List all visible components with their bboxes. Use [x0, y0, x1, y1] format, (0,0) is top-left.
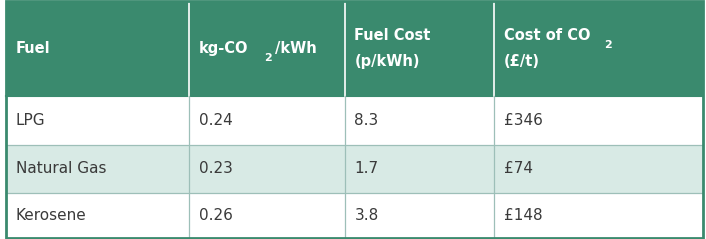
- Text: 2: 2: [604, 40, 612, 50]
- Text: Natural Gas: Natural Gas: [16, 162, 106, 176]
- Text: Fuel Cost: Fuel Cost: [354, 28, 431, 43]
- Text: 1.7: 1.7: [354, 162, 378, 176]
- Text: 0.26: 0.26: [199, 208, 233, 223]
- Bar: [6, 145, 703, 193]
- Text: 3.8: 3.8: [354, 208, 378, 223]
- Text: £346: £346: [504, 113, 543, 128]
- Text: 8.3: 8.3: [354, 113, 378, 128]
- Text: 0.24: 0.24: [199, 113, 233, 128]
- Bar: [6, 96, 703, 145]
- Text: (p/kWh): (p/kWh): [354, 54, 420, 69]
- Text: (£/t): (£/t): [504, 54, 540, 69]
- Text: Fuel: Fuel: [16, 41, 50, 56]
- Text: LPG: LPG: [16, 113, 45, 128]
- Bar: [6, 1, 703, 96]
- Bar: [6, 193, 703, 238]
- Text: £74: £74: [504, 162, 533, 176]
- Text: Kerosene: Kerosene: [16, 208, 86, 223]
- Text: /kWh: /kWh: [275, 41, 316, 56]
- Text: 2: 2: [264, 54, 272, 63]
- Text: £148: £148: [504, 208, 543, 223]
- Text: Cost of CO: Cost of CO: [504, 28, 591, 43]
- Text: kg-CO: kg-CO: [199, 41, 249, 56]
- Text: 0.23: 0.23: [199, 162, 233, 176]
